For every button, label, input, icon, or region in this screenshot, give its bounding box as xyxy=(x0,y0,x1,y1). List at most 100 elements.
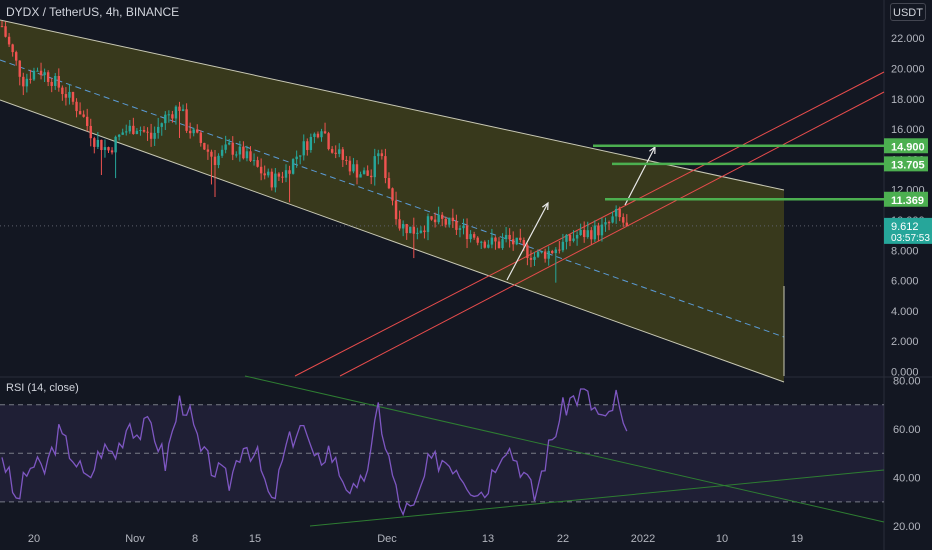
candle-body xyxy=(387,178,391,189)
candle-body xyxy=(295,156,298,160)
candle-body xyxy=(558,249,561,251)
candle-body xyxy=(370,175,373,178)
candle-body xyxy=(267,171,270,176)
candle-body xyxy=(25,78,29,87)
candle-body xyxy=(508,234,511,240)
candle-body xyxy=(110,150,114,153)
candle-body xyxy=(469,234,472,240)
candle-body xyxy=(519,237,522,241)
candle-body xyxy=(572,238,575,241)
candle-body xyxy=(430,216,433,220)
rsi-trendline-down xyxy=(244,375,885,523)
candle-body xyxy=(249,151,252,161)
candle-body xyxy=(146,131,149,133)
candle-body xyxy=(78,111,82,115)
target-level-badge xyxy=(884,138,928,154)
candle-body xyxy=(547,250,550,259)
time-axis-tick: Nov xyxy=(125,533,145,545)
candle-body xyxy=(540,251,543,253)
arrow-shaft xyxy=(624,146,656,206)
candle-body xyxy=(46,72,50,82)
candle-body xyxy=(256,160,259,167)
candle-body xyxy=(490,237,494,245)
rsi-trendline-up xyxy=(309,469,885,527)
rsi-axis-tick: 20.00 xyxy=(893,521,921,533)
candle-body xyxy=(448,217,451,225)
candle-body xyxy=(263,173,266,176)
rsi-line xyxy=(1,388,628,517)
candle-body xyxy=(476,237,479,243)
candle-body xyxy=(153,132,156,139)
rsi-axis-tick: 40.00 xyxy=(893,473,921,485)
candle-body xyxy=(341,149,344,160)
candle-body xyxy=(259,166,263,174)
candle-body xyxy=(213,156,217,166)
candle-body xyxy=(135,130,139,134)
red-trendline-upper xyxy=(294,71,885,377)
candle-body xyxy=(117,134,121,137)
candle-body xyxy=(401,224,405,229)
projection-arrow-left xyxy=(506,201,549,281)
price-axis-tick: 20.000 xyxy=(891,64,925,76)
candle-body xyxy=(618,209,621,218)
target-level-badge xyxy=(884,191,928,207)
target-level-label: 13.705 xyxy=(891,159,925,171)
candle-body xyxy=(543,251,547,259)
time-axis-tick: 20 xyxy=(28,533,40,545)
candle-body xyxy=(125,131,128,133)
candle-body xyxy=(299,155,302,157)
candlestick-series xyxy=(0,20,628,283)
candle-body xyxy=(451,217,455,222)
candle-body xyxy=(181,109,185,111)
candle-body xyxy=(614,209,618,217)
candle-body xyxy=(384,156,387,179)
candle-body xyxy=(11,44,14,53)
candle-body xyxy=(284,170,288,178)
current-price-label: 9.612 xyxy=(891,221,919,233)
currency-button[interactable]: USDT xyxy=(890,3,926,21)
candle-body xyxy=(64,94,68,98)
candle-body xyxy=(561,241,565,251)
candle-body xyxy=(441,214,444,219)
arrow-head xyxy=(541,201,549,211)
time-axis: 20 Nov 8 15 Dec 13 22 2022 10 19 xyxy=(28,533,803,545)
candle-body xyxy=(515,237,518,245)
price-axis-tick: 0.000 xyxy=(891,367,919,379)
candle-body xyxy=(355,164,359,178)
current-price-badge xyxy=(884,217,932,244)
candle-body xyxy=(458,228,462,230)
candle-body xyxy=(96,139,100,147)
candle-body xyxy=(29,78,32,80)
channel-lower-line xyxy=(0,99,785,383)
time-axis-tick: 2022 xyxy=(631,533,655,545)
chart-title: DYDX / TetherUS, 4h, BINANCE xyxy=(6,5,180,19)
candle-body xyxy=(426,216,430,233)
candle-body xyxy=(483,241,486,248)
candle-body xyxy=(224,144,227,150)
candle-body xyxy=(210,151,213,157)
target-level-label: 14.900 xyxy=(891,141,925,153)
candle-body xyxy=(579,229,582,236)
candle-body xyxy=(100,139,103,151)
candle-body xyxy=(306,141,309,151)
candle-body xyxy=(554,249,557,254)
price-axis-tick: 16.000 xyxy=(891,124,925,136)
candle-body xyxy=(622,217,625,223)
candle-body xyxy=(231,142,234,155)
candle-body xyxy=(50,81,53,86)
candle-body xyxy=(533,256,536,260)
candle-body xyxy=(128,125,131,132)
price-axis-tick: 6.000 xyxy=(891,276,919,288)
candle-body xyxy=(245,151,249,159)
candle-body xyxy=(352,164,355,172)
candle-body xyxy=(157,126,160,133)
candle-body xyxy=(416,232,419,234)
candle-body xyxy=(565,234,568,242)
candle-body xyxy=(291,159,295,174)
candle-body xyxy=(373,156,376,178)
price-axis-tick: 8.000 xyxy=(891,245,919,257)
target-level-badge xyxy=(884,156,928,172)
candle-body xyxy=(593,225,597,240)
candle-body xyxy=(504,234,508,240)
